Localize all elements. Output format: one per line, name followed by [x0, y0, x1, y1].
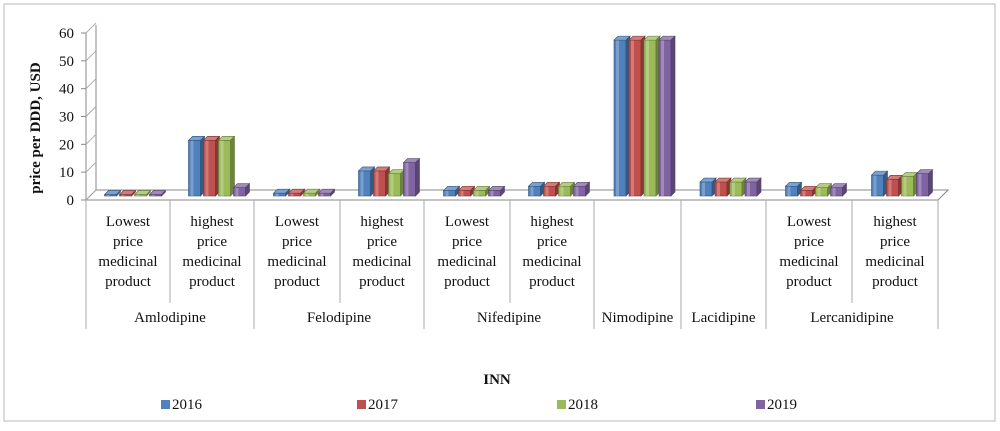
legend-swatch [357, 400, 366, 409]
bar-2019-9 [915, 169, 934, 197]
x-subcategory-label: highest price medicinal product [182, 214, 241, 290]
legend-label: 2018 [568, 397, 598, 413]
bar-2016-5 [527, 181, 546, 197]
y-tick-label: 30 [59, 110, 74, 126]
bar-2016-7 [699, 177, 717, 197]
bar-2018-1 [217, 135, 236, 197]
bar-2018-4 [472, 185, 491, 197]
legend-item-2018: 2018 [557, 397, 598, 413]
x-subcategory-label: Lowest price medicinal product [267, 214, 326, 290]
legend-label: 2016 [172, 397, 203, 413]
y-tick-depth-line [85, 161, 97, 173]
y-tick-depth-line [85, 78, 97, 90]
x-subcategory-label: highest price medicinal product [352, 214, 411, 290]
bar-2016-8 [784, 181, 803, 197]
x-group-label: Lercanidipine [810, 310, 894, 326]
x-group-label: Amlodipine [134, 310, 206, 326]
legend-item-2017: 2017 [357, 397, 399, 413]
bar-2016-2 [272, 188, 291, 197]
bar-2019-5 [572, 181, 591, 197]
x-group-label: Lacidipine [691, 310, 755, 326]
bar-2018-8 [814, 182, 833, 197]
bar-2017-6 [628, 35, 646, 197]
bar-2016-6 [613, 35, 631, 197]
bar-2017-0 [118, 189, 137, 197]
bar-2017-8 [799, 185, 818, 197]
bar-2017-2 [287, 188, 306, 197]
x-subcategory-label: Lowest price medicinal product [779, 214, 838, 290]
bar-2018-3 [387, 169, 406, 197]
bar-2017-1 [202, 135, 221, 197]
legend-swatch [161, 400, 170, 409]
x-subcategory-label: Lowest price medicinal product [98, 214, 157, 290]
y-tick-label: 50 [59, 54, 74, 70]
bar-2018-6 [643, 35, 661, 197]
bar-2019-6 [658, 35, 676, 197]
y-tick-depth-line [85, 133, 97, 145]
bar-2019-1 [232, 182, 251, 197]
x-group-label: Nimodipine [602, 310, 674, 326]
y-tick-label: 20 [59, 137, 74, 153]
legend-item-2016: 2016 [161, 397, 203, 413]
bar-2018-0 [133, 189, 152, 197]
bar-2019-4 [487, 185, 506, 197]
x-subcategory-label: Lowest price medicinal product [437, 214, 496, 290]
y-tick-label: 10 [59, 165, 74, 181]
y-tick-depth-line [85, 189, 97, 201]
legend-item-2019: 2019 [756, 397, 797, 413]
legend-label: 2017 [368, 397, 399, 413]
x-subcategory-label: highest price medicinal product [865, 214, 924, 290]
y-tick-depth-line [85, 50, 97, 62]
bar-2017-7 [714, 177, 732, 197]
bar-2017-9 [885, 174, 904, 197]
bar-2019-7 [744, 177, 762, 197]
x-subcategory-label: highest price medicinal product [522, 214, 581, 290]
bar-2016-1 [187, 135, 206, 197]
y-tick-label: 40 [59, 82, 74, 98]
bar-2016-4 [442, 185, 461, 197]
bar-2017-4 [457, 185, 476, 197]
y-tick-label: 60 [59, 26, 74, 42]
bar-2018-9 [900, 171, 919, 197]
x-group-label: Felodipine [307, 310, 372, 326]
bar-2019-3 [402, 157, 421, 197]
y-tick-label: 0 [67, 193, 75, 209]
y-axis-label: price per DDD, USD [28, 62, 44, 194]
bar-2017-3 [372, 166, 391, 197]
bar-2018-2 [302, 188, 321, 197]
bar-2016-3 [357, 166, 376, 197]
bar-2019-0 [148, 189, 167, 197]
legend-swatch [557, 400, 566, 409]
bar-2016-0 [103, 189, 122, 197]
bar-2017-5 [542, 181, 561, 197]
y-tick-depth-line [85, 106, 97, 117]
x-group-label: Nifedipine [477, 310, 541, 326]
x-axis-label: INN [483, 372, 511, 388]
bar-2018-7 [729, 177, 747, 197]
legend-swatch [756, 400, 765, 409]
bar-2019-2 [317, 188, 336, 197]
chart-border [3, 3, 996, 422]
bar-2018-5 [557, 181, 576, 197]
bar-2016-9 [870, 170, 889, 197]
legend-label: 2019 [767, 397, 797, 413]
y-tick-depth-line [85, 22, 97, 34]
bar-2019-8 [829, 182, 848, 197]
